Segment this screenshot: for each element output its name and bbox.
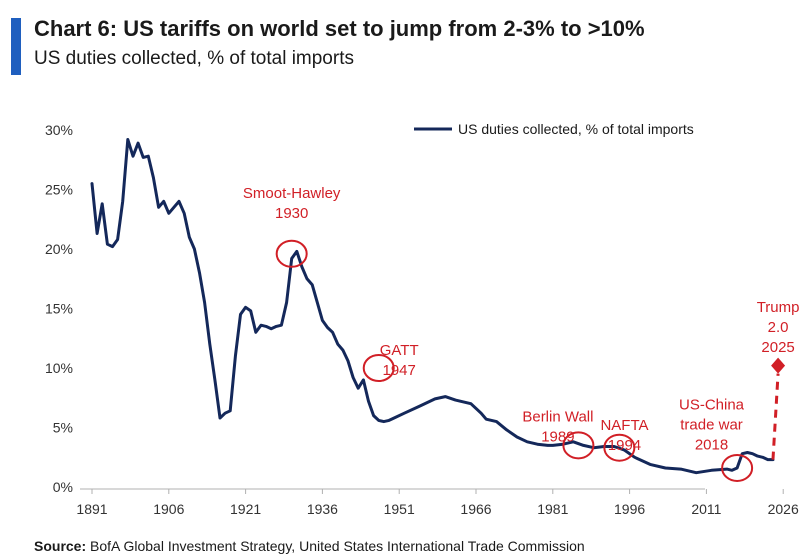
annotation-label: Smoot-Hawley 1930: [243, 185, 341, 222]
annotation-label: GATT 1947: [380, 342, 419, 379]
y-tick-label: 0%: [53, 479, 73, 495]
projection-marker: [771, 357, 786, 374]
annotation-label: Trump 2.0 2025: [757, 299, 800, 356]
annotation-label-line: 1994: [608, 437, 641, 454]
x-tick-label: 1936: [307, 501, 338, 517]
x-tick-label: 2011: [691, 501, 721, 517]
series-line: [90, 138, 775, 475]
x-tick-label: 1981: [537, 501, 568, 517]
y-tick-label: 10%: [45, 360, 73, 376]
chart-subtitle: US duties collected, % of total imports: [34, 48, 354, 69]
x-tick-label: 1891: [76, 501, 107, 517]
annotation-label-line: 2018: [695, 437, 728, 454]
annotation-label-line: 1989: [541, 429, 574, 446]
annotation-label-line: 2.0: [768, 319, 789, 336]
annotation-label: Berlin Wall 1989: [522, 409, 593, 446]
source-label: Source:: [34, 538, 87, 554]
annotation-circle: [275, 239, 308, 268]
annotation-circle: [721, 453, 754, 482]
source-note: Source: BofA Global Investment Strategy,…: [34, 538, 585, 554]
annotation-circle: [603, 433, 636, 462]
legend-label: US duties collected, % of total imports: [458, 121, 694, 137]
annotation-label-line: Trump: [757, 299, 800, 316]
annotation-label-line: 2025: [761, 339, 794, 356]
x-tick-label: 1996: [614, 501, 645, 517]
y-tick-label: 5%: [53, 420, 73, 436]
annotation-label-line: 1930: [275, 205, 308, 222]
y-tick-label: 25%: [45, 182, 73, 198]
x-tick-label: 1921: [230, 501, 261, 517]
y-tick-label: 30%: [45, 122, 73, 138]
x-tick-label: 2026: [768, 501, 799, 517]
annotation-label-line: Berlin Wall: [522, 409, 593, 426]
x-tick-label: 1966: [460, 501, 491, 517]
annotation-label-line: US-China: [679, 397, 745, 414]
title-accent-bar: [11, 18, 21, 75]
annotation-label-line: GATT: [380, 342, 419, 359]
chart-title: Chart 6: US tariffs on world set to jump…: [34, 16, 645, 41]
y-tick-label: 15%: [45, 301, 73, 317]
annotation-circle: [562, 431, 595, 460]
annotation-label: NAFTA 1994: [600, 417, 648, 454]
x-tick-label: 1951: [384, 501, 415, 517]
source-text: BofA Global Investment Strategy, United …: [90, 538, 585, 554]
projection-line: [771, 373, 780, 460]
annotation-label-line: 1947: [383, 362, 416, 379]
y-tick-label: 20%: [45, 241, 73, 257]
annotation-label: US-China trade war 2018: [679, 397, 745, 454]
annotation-label-line: trade war: [680, 417, 743, 434]
x-tick-label: 1906: [153, 501, 184, 517]
annotation-circle: [362, 354, 395, 382]
annotation-label-line: NAFTA: [600, 417, 648, 434]
annotation-label-line: Smoot-Hawley: [243, 185, 341, 202]
